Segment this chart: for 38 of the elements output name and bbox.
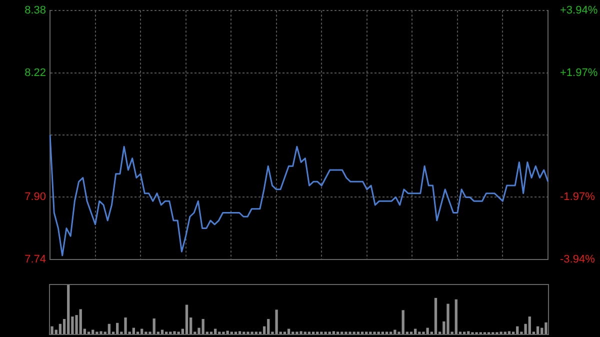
bar	[516, 326, 519, 334]
bar	[185, 304, 188, 334]
bar	[267, 318, 270, 334]
bar	[508, 331, 511, 334]
bar	[132, 328, 136, 334]
bar	[50, 326, 54, 334]
bar	[67, 285, 70, 334]
bar	[100, 331, 102, 334]
y-tick-label: 8.38	[24, 4, 46, 17]
y2-tick-label: +3.94%	[560, 4, 598, 17]
bar	[467, 331, 470, 334]
bar	[332, 331, 336, 334]
bar	[300, 331, 302, 334]
bar	[152, 318, 156, 334]
y2-tick-label: +1.97%	[560, 66, 598, 79]
bar	[275, 310, 278, 334]
y2-tick-label: -1.97%	[560, 191, 596, 204]
bar	[202, 318, 204, 334]
bar	[394, 330, 396, 334]
y-tick-label: 7.74	[24, 253, 46, 266]
y-tick-label: 7.90	[24, 191, 46, 204]
bar	[173, 331, 176, 334]
bar	[79, 309, 82, 334]
bar	[108, 324, 111, 334]
bar	[226, 330, 229, 334]
bar	[426, 328, 429, 334]
bar	[434, 298, 438, 334]
bar	[124, 318, 127, 334]
bar	[536, 326, 540, 334]
bar	[116, 322, 119, 334]
bar	[454, 299, 458, 334]
y2-tick-label: -3.94%	[560, 253, 596, 266]
bar	[446, 304, 450, 334]
bar	[544, 322, 548, 334]
y-tick-label: 8.22	[24, 66, 46, 79]
bar	[402, 310, 404, 334]
bar	[238, 331, 242, 334]
bar	[528, 316, 531, 334]
